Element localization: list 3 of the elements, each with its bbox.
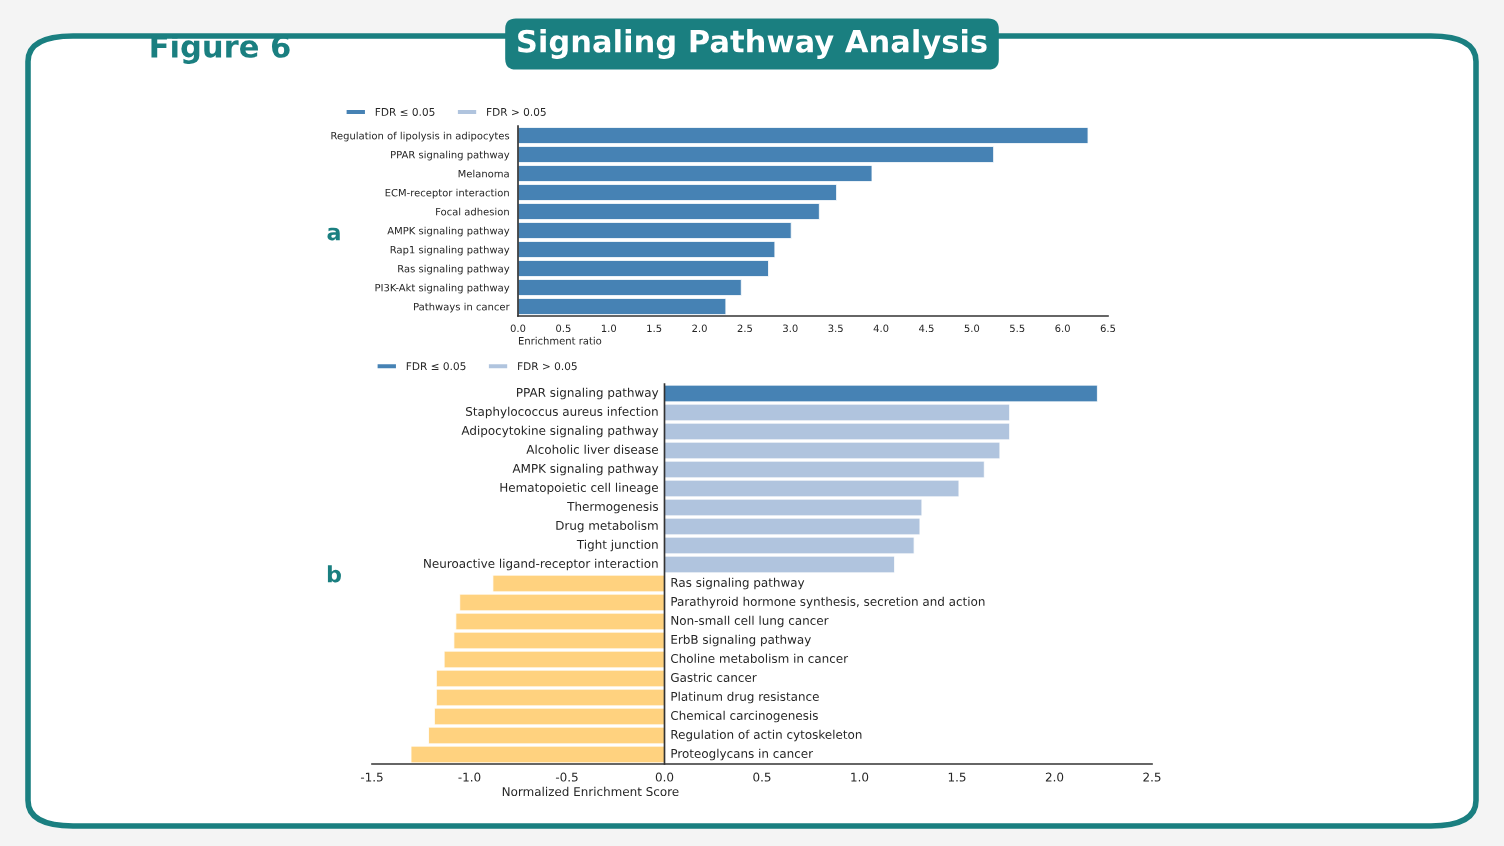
text: b xyxy=(327,565,341,583)
chart-title: Signaling Pathway Analysis xyxy=(518,29,987,59)
text: a xyxy=(327,227,340,241)
